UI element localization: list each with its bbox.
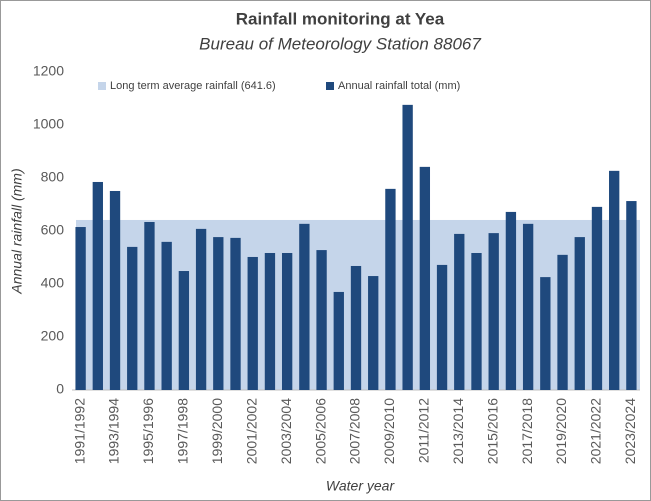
x-tick-label: 2017/2018 — [519, 398, 535, 464]
y-axis-title: Annual rainfall (mm) — [9, 168, 25, 294]
bar — [195, 228, 207, 390]
x-tick-label: 2009/2010 — [381, 398, 397, 464]
bar — [626, 201, 637, 390]
bar — [540, 277, 551, 390]
x-axis-title: Water year — [326, 478, 396, 494]
x-tick-label: 1997/1998 — [175, 398, 191, 464]
x-tick-label: 2005/2006 — [312, 398, 328, 464]
bar — [591, 206, 603, 390]
y-tick-label: 200 — [41, 328, 65, 344]
x-tick-label: 1993/1994 — [106, 398, 122, 464]
bar — [178, 271, 190, 390]
x-tick-label: 2015/2016 — [484, 398, 500, 464]
x-tick-label: 2007/2008 — [347, 398, 363, 464]
x-tick-label: 2011/2012 — [416, 398, 432, 463]
legend-swatch — [326, 82, 334, 90]
x-tick-label: 1999/2000 — [209, 398, 225, 464]
y-tick-label: 1200 — [33, 63, 64, 79]
x-tick-label: 2001/2002 — [243, 398, 259, 464]
bar — [454, 233, 465, 390]
x-tick-label: 2019/2020 — [553, 398, 569, 464]
bar — [505, 211, 517, 390]
bar — [127, 246, 138, 390]
bar — [350, 265, 362, 390]
bar — [281, 252, 293, 390]
legend-label: Annual rainfall total (mm) — [338, 80, 460, 92]
bar — [230, 237, 241, 390]
legend-swatch — [98, 82, 106, 90]
x-tick-label: 2023/2024 — [622, 398, 638, 464]
bar — [161, 241, 172, 390]
bar — [471, 252, 482, 390]
bar — [247, 256, 258, 390]
bar — [109, 190, 121, 390]
bar — [557, 254, 568, 390]
x-tick-label: 1991/1992 — [71, 398, 87, 464]
y-tick-label: 400 — [41, 275, 65, 291]
bar — [609, 170, 620, 390]
x-tick-label: 1995/1996 — [140, 398, 156, 464]
legend-box — [86, 76, 492, 96]
chart-subtitle: Bureau of Meteorology Station 88067 — [199, 34, 481, 53]
x-tick-label: 2021/2022 — [588, 398, 604, 464]
y-tick-label: 800 — [41, 169, 65, 185]
bar — [368, 276, 379, 390]
bar — [144, 221, 155, 390]
x-tick-label: 2003/2004 — [278, 398, 294, 464]
y-tick-label: 0 — [56, 381, 64, 397]
bar — [213, 237, 224, 390]
bar — [75, 227, 86, 390]
bar — [574, 237, 585, 390]
bar — [299, 223, 310, 390]
bar — [333, 291, 344, 390]
bar — [316, 250, 327, 390]
y-tick-label: 600 — [41, 222, 65, 238]
legend-label: Long term average rainfall (641.6) — [110, 80, 276, 92]
bar — [522, 223, 534, 390]
x-tick-label: 2013/2014 — [450, 398, 466, 464]
bar — [436, 264, 448, 390]
bar — [385, 188, 396, 390]
bar — [264, 252, 276, 390]
bar — [92, 181, 103, 390]
bar — [402, 104, 413, 391]
y-tick-label: 1000 — [33, 116, 64, 132]
bar — [488, 233, 499, 390]
bar — [419, 166, 431, 390]
chart-title: Rainfall monitoring at Yea — [236, 9, 445, 28]
